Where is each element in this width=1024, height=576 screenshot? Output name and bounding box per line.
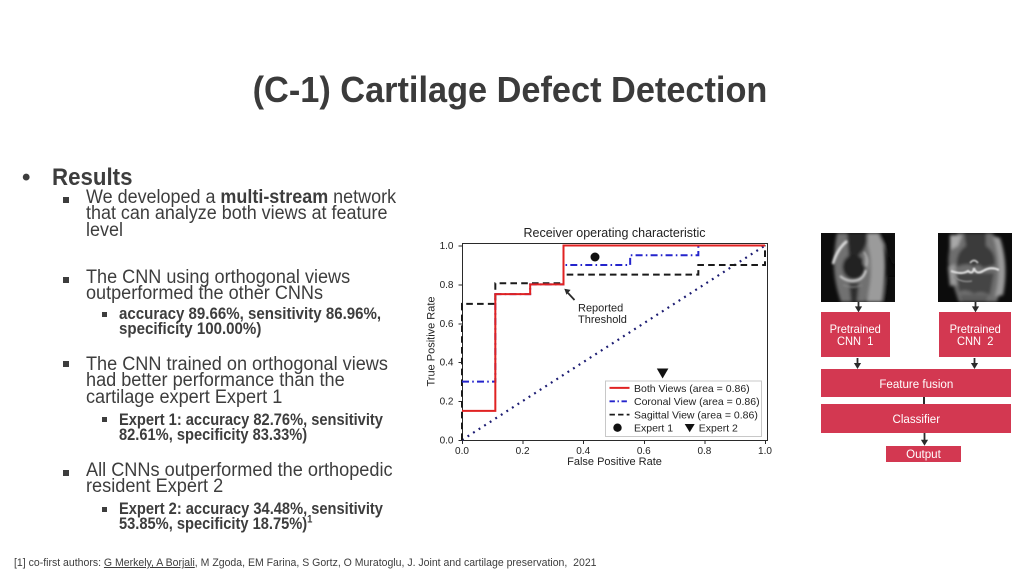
svg-text:0.0: 0.0	[440, 436, 454, 447]
svg-text:Both Views (area = 0.86): Both Views (area = 0.86)	[634, 383, 750, 395]
svg-text:Expert 2: Expert 2	[699, 423, 738, 435]
svg-text:Receiver operating characteris: Receiver operating characteristic	[523, 226, 705, 240]
svg-text:0.2: 0.2	[440, 397, 454, 408]
svg-text:True Positive Rate: True Positive Rate	[426, 296, 438, 386]
svg-text:0.6: 0.6	[637, 446, 651, 457]
svg-text:1.0: 1.0	[440, 241, 454, 252]
svg-text:0.4: 0.4	[440, 358, 454, 369]
svg-text:Threshold: Threshold	[578, 314, 627, 326]
svg-text:1.0: 1.0	[758, 446, 772, 457]
svg-text:0.8: 0.8	[440, 280, 454, 291]
svg-text:False Positive Rate: False Positive Rate	[567, 456, 662, 468]
svg-text:0.8: 0.8	[697, 446, 711, 457]
svg-text:Coronal View (area = 0.86): Coronal View (area = 0.86)	[634, 396, 760, 408]
svg-text:0.4: 0.4	[576, 446, 590, 457]
svg-text:Sagittal View (area = 0.86): Sagittal View (area = 0.86)	[634, 410, 758, 422]
svg-text:0.2: 0.2	[516, 446, 530, 457]
svg-text:Reported: Reported	[578, 303, 623, 315]
svg-text:0.6: 0.6	[440, 319, 454, 330]
svg-text:Expert 1: Expert 1	[634, 423, 673, 435]
svg-text:0.0: 0.0	[455, 446, 469, 457]
